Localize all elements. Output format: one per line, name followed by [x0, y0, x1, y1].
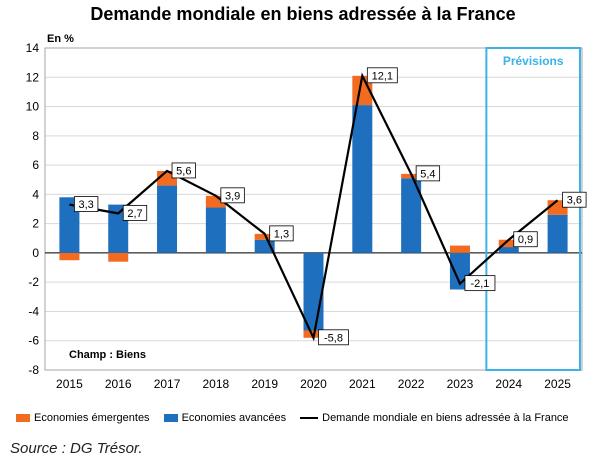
- data-label: -2,1: [470, 278, 489, 290]
- forecast-label: Prévisions: [503, 54, 564, 68]
- champ-annotation: Champ : Biens: [69, 349, 146, 361]
- bar-emergentes: [108, 252, 129, 262]
- x-tick-label: 2021: [349, 377, 376, 391]
- data-label-box: [74, 196, 99, 213]
- chart-title: Demande mondiale en biens adressée à la …: [90, 4, 516, 24]
- y-tick-label: 8: [32, 129, 39, 143]
- data-label-box: [220, 187, 245, 204]
- y-tick-label: -6: [28, 334, 39, 348]
- data-label: 0,9: [518, 234, 533, 246]
- forecast-box: [485, 47, 582, 371]
- y-tick-label: 6: [32, 158, 39, 172]
- bar-avancees: [303, 252, 324, 331]
- y-tick-label: 2: [32, 217, 39, 231]
- legend-label-avancees: Economies avancées: [181, 412, 287, 424]
- legend-swatch-line: [300, 417, 319, 419]
- bar-emergentes: [205, 195, 226, 208]
- x-tick-label: 2024: [495, 377, 522, 391]
- x-tick-label: 2023: [447, 377, 474, 391]
- data-label-box: [513, 231, 538, 248]
- bar-emergentes: [449, 245, 470, 253]
- legend-item-emergentes: Economies émergentes: [16, 412, 150, 424]
- bar-avancees: [157, 185, 178, 253]
- legend-label-emergentes: Economies émergentes: [34, 412, 150, 424]
- x-tick-label: 2016: [105, 377, 132, 391]
- legend-swatch-avancees: [163, 414, 178, 422]
- y-tick-label: 4: [32, 187, 39, 201]
- x-tick-label: 2020: [300, 377, 327, 391]
- data-label: 12,1: [372, 70, 393, 82]
- x-tick-label: 2022: [398, 377, 425, 391]
- y-tick-label: 0: [32, 246, 39, 260]
- x-tick-label: 2018: [203, 377, 230, 391]
- data-label-box: [269, 225, 294, 242]
- y-axis-unit-label: En %: [47, 33, 74, 45]
- y-tick-label: 14: [26, 41, 40, 55]
- data-label: 3,3: [79, 199, 94, 211]
- data-label-box: [122, 204, 148, 221]
- data-label: 3,9: [225, 190, 240, 202]
- x-tick-label: 2025: [544, 377, 571, 391]
- plot-frame: [44, 47, 583, 371]
- y-tick-label: -8: [28, 363, 39, 377]
- data-label: -5,8: [324, 332, 343, 344]
- legend: Economies émergentes Economies avancées …: [16, 410, 583, 426]
- bar-avancees: [401, 178, 422, 253]
- bar-emergentes: [498, 239, 519, 248]
- data-label-box: [415, 165, 441, 182]
- data-label: 3,6: [567, 195, 582, 207]
- y-tick-label: -4: [28, 304, 39, 318]
- x-tick-label: 2017: [154, 377, 181, 391]
- bar-avancees: [498, 247, 519, 253]
- legend-label-line: Demande mondiale en biens adressée à la …: [322, 412, 569, 424]
- line-demande-mondiale: [69, 72, 559, 342]
- bar-emergentes: [59, 252, 80, 261]
- data-label: 2,7: [127, 208, 142, 220]
- data-label-box: [171, 162, 196, 179]
- data-label-box: [464, 275, 496, 292]
- y-tick-label: 10: [26, 100, 40, 114]
- x-tick-label: 2015: [56, 377, 83, 391]
- data-label-box: [318, 329, 349, 346]
- data-label: 5,6: [176, 165, 191, 177]
- legend-item-avancees: Economies avancées: [163, 412, 287, 424]
- y-tick-label: -2: [28, 275, 39, 289]
- y-tick-label: 12: [26, 70, 40, 84]
- data-label: 5,4: [420, 168, 435, 180]
- bar-avancees: [352, 105, 373, 253]
- legend-item-line: Demande mondiale en biens adressée à la …: [300, 412, 569, 424]
- bar-avancees: [547, 214, 568, 253]
- source-note: Source : DG Trésor.: [10, 440, 143, 457]
- data-label: 1,3: [274, 228, 289, 240]
- x-tick-label: 2019: [251, 377, 278, 391]
- data-label-box: [562, 191, 587, 208]
- legend-swatch-emergentes: [16, 414, 30, 422]
- data-label-box: [366, 67, 398, 84]
- bar-emergentes: [254, 233, 275, 240]
- bar-avancees: [205, 207, 226, 253]
